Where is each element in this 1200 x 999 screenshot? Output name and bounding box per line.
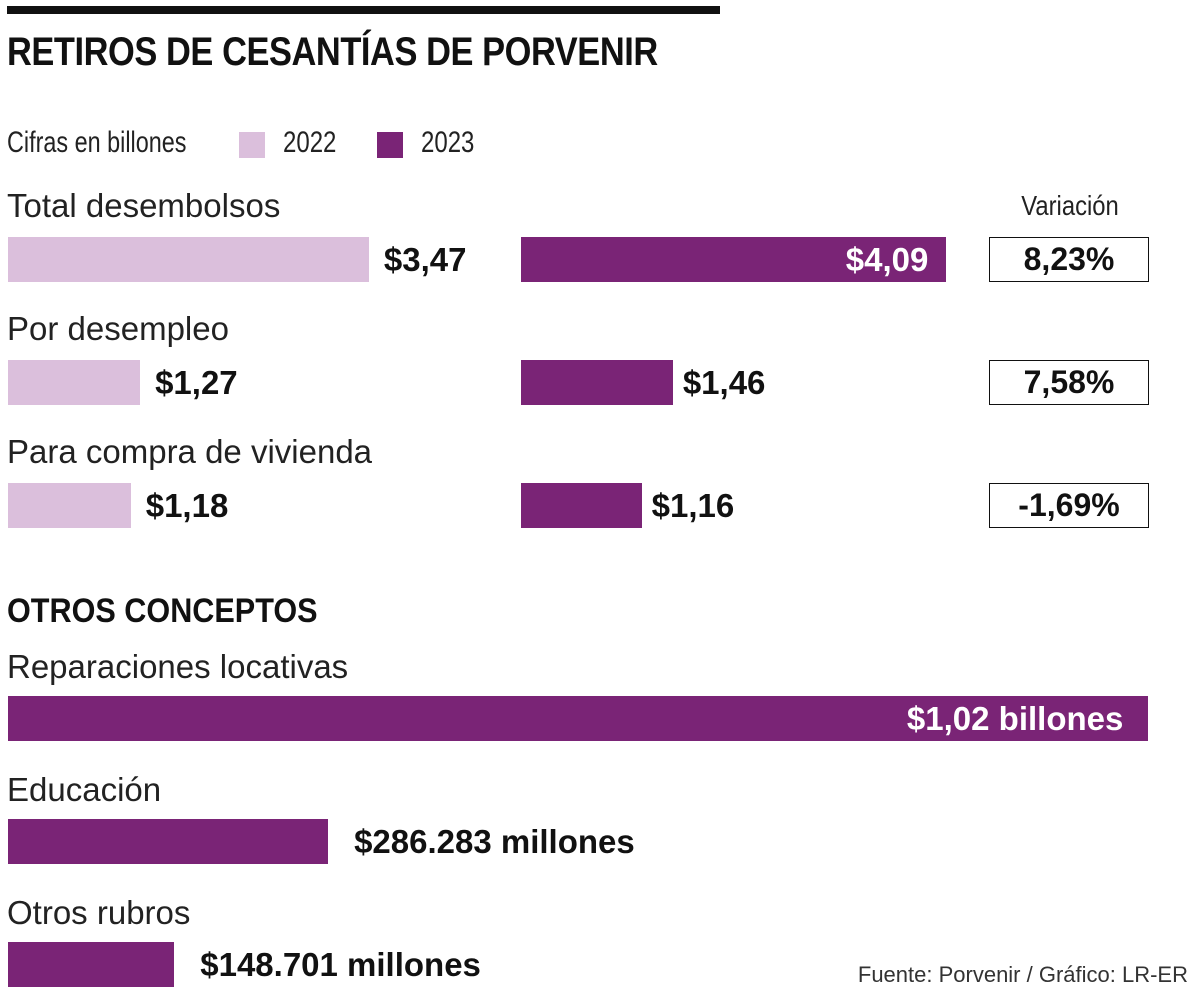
variation-value: 7,58% — [989, 360, 1149, 405]
bar-2023 — [521, 237, 947, 282]
chart-title: RETIROS DE CESANTÍAS DE PORVENIR — [7, 30, 658, 74]
legend-swatch-2022 — [239, 132, 265, 158]
concept-value: $148.701 millones — [200, 946, 481, 983]
row-label: Por desempleo — [7, 310, 229, 347]
value-label-2022: $1,27 — [155, 364, 238, 401]
variation-value: 8,23% — [989, 237, 1149, 282]
variation-value: -1,69% — [989, 483, 1149, 528]
top-rule — [7, 6, 720, 14]
value-label-2022: $3,47 — [383, 241, 467, 278]
source-note: Fuente: Porvenir / Gráfico: LR-ER — [857, 962, 1188, 987]
row-label: Otros rubros — [7, 894, 191, 931]
legend-swatch-2023 — [377, 132, 403, 158]
variation-header: Variación — [1021, 190, 1119, 221]
bar-2022 — [8, 360, 141, 405]
concept-bar — [8, 819, 329, 864]
bar-2022 — [8, 237, 369, 282]
bar-2023 — [521, 483, 642, 528]
bar-2022 — [8, 483, 131, 528]
concept-value: $286.283 millones — [354, 823, 635, 860]
value-label-2022: $1,18 — [145, 487, 229, 524]
row-label: Educación — [7, 771, 162, 808]
legend-label-2023: 2023 — [421, 126, 475, 159]
concept-value: $1,02 billones — [906, 700, 1124, 737]
value-label-2023: $4,09 — [845, 241, 929, 278]
row-label: Reparaciones locativas — [7, 648, 349, 685]
concept-bar — [8, 942, 175, 987]
row-label: Total desembolsos — [7, 187, 281, 224]
legend-label-2022: 2022 — [283, 126, 337, 159]
bar-2023 — [521, 360, 673, 405]
legend-note: Cifras en billones — [7, 126, 187, 159]
value-label-2023: $1,46 — [682, 364, 766, 401]
section-title: OTROS CONCEPTOS — [7, 592, 318, 630]
value-label-2023: $1,16 — [651, 487, 735, 524]
row-label: Para compra de vivienda — [7, 433, 373, 470]
concept-bar — [8, 696, 1149, 741]
